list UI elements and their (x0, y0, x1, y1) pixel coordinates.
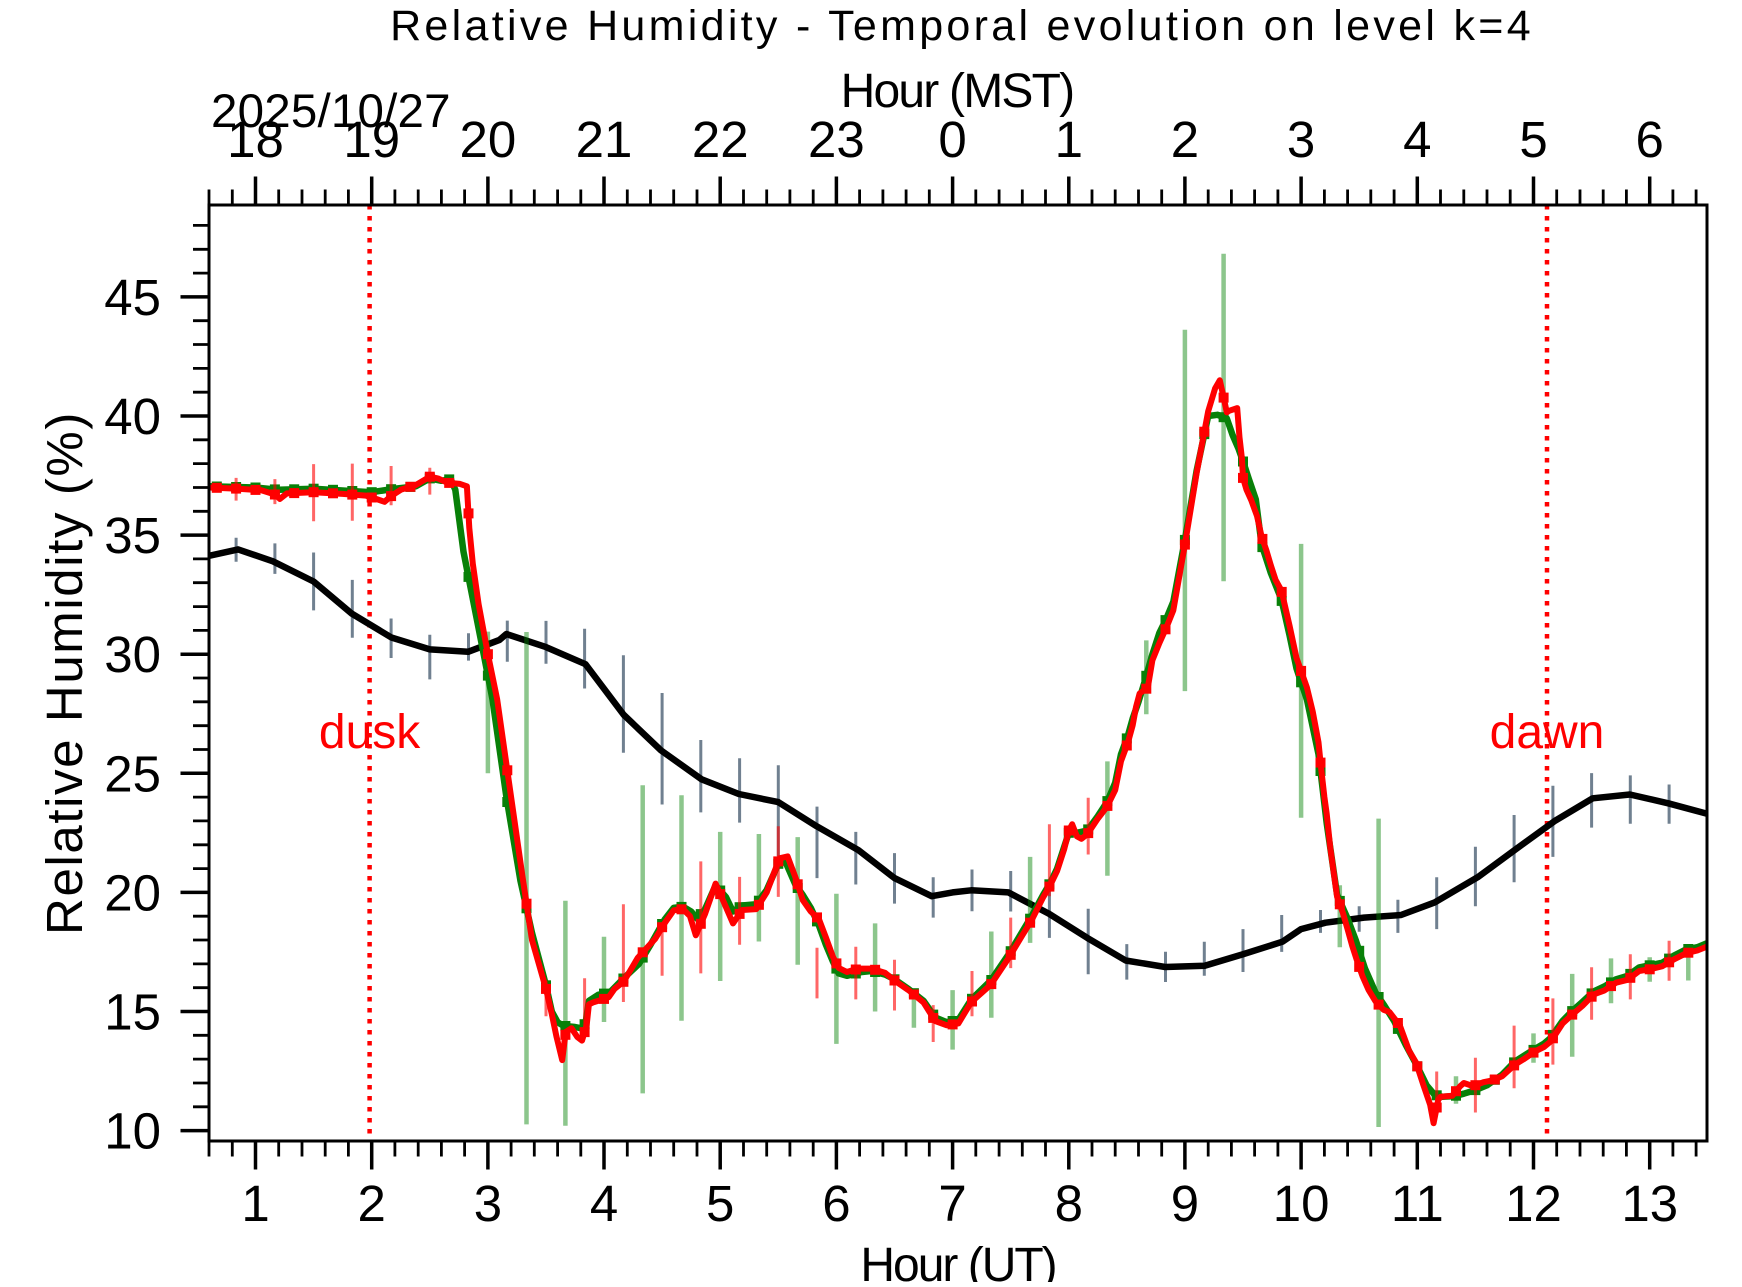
svg-text:13: 13 (1621, 1175, 1678, 1232)
svg-text:35: 35 (104, 507, 161, 564)
svg-text:8: 8 (1055, 1175, 1083, 1232)
svg-text:22: 22 (692, 111, 749, 168)
svg-text:45: 45 (104, 269, 161, 326)
svg-text:2: 2 (358, 1175, 386, 1232)
svg-text:23: 23 (808, 111, 865, 168)
svg-text:40: 40 (104, 388, 161, 445)
svg-text:20: 20 (460, 111, 517, 168)
svg-text:20: 20 (104, 864, 161, 921)
svg-text:Hour (UT): Hour (UT) (860, 1239, 1055, 1282)
svg-text:11: 11 (1391, 1175, 1444, 1232)
svg-text:10: 10 (104, 1103, 161, 1160)
svg-text:30: 30 (104, 626, 161, 683)
svg-text:dusk: dusk (319, 706, 421, 759)
svg-text:2: 2 (1171, 111, 1199, 168)
svg-text:dawn: dawn (1490, 706, 1605, 759)
svg-text:4: 4 (590, 1175, 618, 1232)
svg-text:4: 4 (1403, 111, 1431, 168)
svg-text:Relative Humidity - Temporal e: Relative Humidity - Temporal evolution o… (390, 2, 1534, 50)
svg-text:1: 1 (241, 1175, 269, 1232)
svg-text:0: 0 (938, 111, 966, 168)
svg-text:19: 19 (343, 111, 400, 168)
svg-text:3: 3 (1287, 111, 1315, 168)
svg-text:18: 18 (227, 111, 284, 168)
svg-text:2025/10/27: 2025/10/27 (211, 85, 451, 138)
svg-text:12: 12 (1505, 1175, 1562, 1232)
svg-text:10: 10 (1273, 1175, 1330, 1232)
svg-text:21: 21 (576, 111, 633, 168)
svg-text:7: 7 (938, 1175, 966, 1232)
svg-text:15: 15 (104, 984, 161, 1041)
svg-text:25: 25 (104, 745, 161, 802)
svg-text:6: 6 (1636, 111, 1664, 168)
svg-text:Relative Humidity (%): Relative Humidity (%) (36, 411, 93, 935)
svg-text:1: 1 (1055, 111, 1083, 168)
svg-text:6: 6 (822, 1175, 850, 1232)
svg-text:5: 5 (706, 1175, 734, 1232)
svg-text:3: 3 (474, 1175, 502, 1232)
svg-text:5: 5 (1519, 111, 1547, 168)
svg-text:9: 9 (1171, 1175, 1199, 1232)
svg-text:Hour (MST): Hour (MST) (841, 65, 1074, 118)
